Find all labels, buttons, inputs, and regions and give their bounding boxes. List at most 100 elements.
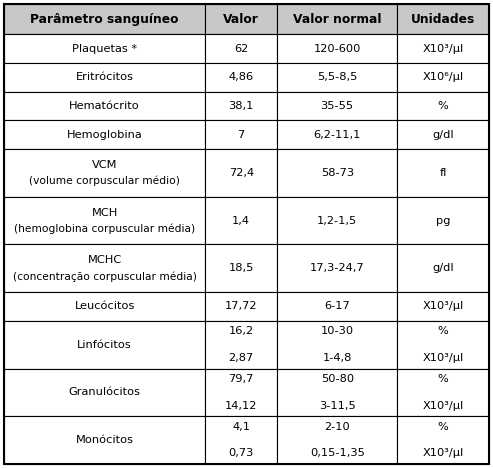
Bar xyxy=(397,4,489,34)
Bar xyxy=(277,149,397,197)
Text: %: % xyxy=(438,422,449,432)
Bar xyxy=(397,197,489,244)
Bar xyxy=(4,63,205,92)
Text: pg: pg xyxy=(436,216,451,226)
Bar xyxy=(277,321,397,368)
Text: Granulócitos: Granulócitos xyxy=(69,388,141,397)
Text: Monócitos: Monócitos xyxy=(75,435,134,445)
Bar xyxy=(205,149,277,197)
Text: g/dl: g/dl xyxy=(432,130,454,139)
Bar xyxy=(4,92,205,120)
Bar xyxy=(4,416,205,464)
Text: %: % xyxy=(438,374,449,384)
Text: X10³/µl: X10³/µl xyxy=(423,44,464,54)
Bar xyxy=(277,368,397,416)
Text: 1-4,8: 1-4,8 xyxy=(322,353,352,363)
Bar xyxy=(277,244,397,292)
Bar xyxy=(277,4,397,34)
Bar xyxy=(397,292,489,321)
Bar xyxy=(397,149,489,197)
Text: 10-30: 10-30 xyxy=(320,326,354,336)
Text: 58-73: 58-73 xyxy=(320,168,354,178)
Text: 1,4: 1,4 xyxy=(232,216,250,226)
Text: 3-11,5: 3-11,5 xyxy=(319,401,355,411)
Bar xyxy=(205,4,277,34)
Bar xyxy=(4,244,205,292)
Bar xyxy=(205,292,277,321)
Bar xyxy=(397,34,489,63)
Bar xyxy=(4,368,205,416)
Text: 6,2-11,1: 6,2-11,1 xyxy=(314,130,361,139)
Text: 1,2-1,5: 1,2-1,5 xyxy=(317,216,357,226)
Bar xyxy=(205,34,277,63)
Text: 79,7: 79,7 xyxy=(228,374,254,384)
Bar xyxy=(4,120,205,149)
Bar xyxy=(277,34,397,63)
Bar xyxy=(397,368,489,416)
Text: 2-10: 2-10 xyxy=(324,422,350,432)
Bar xyxy=(205,92,277,120)
Text: Valor normal: Valor normal xyxy=(293,13,382,26)
Bar xyxy=(205,244,277,292)
Text: 72,4: 72,4 xyxy=(229,168,254,178)
Bar xyxy=(205,416,277,464)
Bar xyxy=(397,416,489,464)
Text: X10³/µl: X10³/µl xyxy=(423,353,464,363)
Text: Hematócrito: Hematócrito xyxy=(69,101,140,111)
Text: 35-55: 35-55 xyxy=(320,101,354,111)
Text: Parâmetro sanguíneo: Parâmetro sanguíneo xyxy=(31,13,179,26)
Bar xyxy=(4,292,205,321)
Bar xyxy=(205,321,277,368)
Text: Leucócitos: Leucócitos xyxy=(74,301,135,312)
Text: fl: fl xyxy=(439,168,447,178)
Text: 18,5: 18,5 xyxy=(228,263,254,273)
Text: Eritrócitos: Eritrócitos xyxy=(75,73,134,82)
Text: 6-17: 6-17 xyxy=(324,301,350,312)
Bar xyxy=(205,368,277,416)
Text: MCH: MCH xyxy=(91,207,118,218)
Text: 5,5-8,5: 5,5-8,5 xyxy=(317,73,357,82)
Text: 4,1: 4,1 xyxy=(232,422,250,432)
Text: 0,15-1,35: 0,15-1,35 xyxy=(310,448,365,459)
Bar xyxy=(4,4,205,34)
Text: 4,86: 4,86 xyxy=(229,73,254,82)
Text: Plaquetas *: Plaquetas * xyxy=(72,44,137,54)
Text: VCM: VCM xyxy=(92,160,117,170)
Text: 50-80: 50-80 xyxy=(320,374,354,384)
Bar xyxy=(205,63,277,92)
Bar xyxy=(277,416,397,464)
Bar xyxy=(4,34,205,63)
Bar xyxy=(397,321,489,368)
Text: X10³/µl: X10³/µl xyxy=(423,448,464,459)
Bar xyxy=(277,197,397,244)
Text: 0,73: 0,73 xyxy=(228,448,254,459)
Text: 17,72: 17,72 xyxy=(225,301,257,312)
Bar xyxy=(277,63,397,92)
Bar xyxy=(205,197,277,244)
Bar xyxy=(205,120,277,149)
Text: Linfócitos: Linfócitos xyxy=(77,340,132,350)
Text: MCHC: MCHC xyxy=(88,255,122,265)
Bar xyxy=(277,92,397,120)
Text: 14,12: 14,12 xyxy=(225,401,257,411)
Text: (volume corpuscular médio): (volume corpuscular médio) xyxy=(29,176,180,186)
Text: (concentração corpuscular média): (concentração corpuscular média) xyxy=(13,271,197,282)
Bar xyxy=(397,92,489,120)
Text: 17,3-24,7: 17,3-24,7 xyxy=(310,263,364,273)
Text: 120-600: 120-600 xyxy=(314,44,361,54)
Text: X10⁶/µl: X10⁶/µl xyxy=(423,73,464,82)
Text: %: % xyxy=(438,326,449,336)
Text: Hemoglobina: Hemoglobina xyxy=(67,130,142,139)
Text: 2,87: 2,87 xyxy=(229,353,254,363)
Text: 16,2: 16,2 xyxy=(229,326,254,336)
Text: %: % xyxy=(438,101,449,111)
Text: Unidades: Unidades xyxy=(411,13,475,26)
Bar xyxy=(277,292,397,321)
Bar xyxy=(4,149,205,197)
Text: (hemoglobina corpuscular média): (hemoglobina corpuscular média) xyxy=(14,223,195,234)
Bar xyxy=(397,63,489,92)
Text: X10³/µl: X10³/µl xyxy=(423,401,464,411)
Text: g/dl: g/dl xyxy=(432,263,454,273)
Bar xyxy=(277,120,397,149)
Text: 62: 62 xyxy=(234,44,248,54)
